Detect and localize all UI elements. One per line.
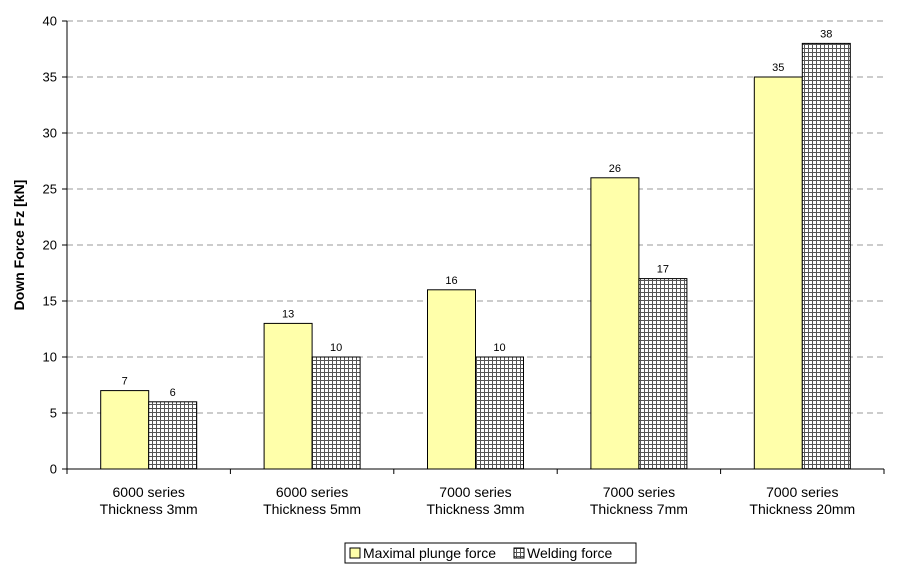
y-tick-label: 20 [43,238,57,253]
y-tick-label: 25 [43,182,57,197]
bar-welding-force [638,278,688,470]
y-tick-label: 35 [43,70,57,85]
bar-maximal-plunge-force [427,289,476,470]
bar-maximal-plunge-force [590,177,640,470]
bar-maximal-plunge-force [753,76,803,470]
data-label: 10 [330,342,342,354]
legend-label-maximal-plunge-force: Maximal plunge force [363,545,496,561]
data-label: 16 [445,275,457,287]
x-category-label: 6000 series Thickness 5mm [263,484,361,517]
data-label: 26 [609,163,621,175]
data-label: 6 [170,387,176,399]
data-label: 17 [657,264,669,276]
bar-welding-force [801,42,851,470]
data-label: 10 [493,342,505,354]
y-tick-label: 40 [43,14,57,29]
x-category-label: 6000 series Thickness 3mm [100,484,198,517]
y-tick-label: 30 [43,126,57,141]
bar-maximal-plunge-force [263,322,313,470]
y-tick-label: 10 [43,350,57,365]
legend-swatch-maximal-plunge-force [349,547,361,559]
bar-welding-force [475,356,524,470]
y-tick-label: 5 [50,406,57,421]
legend-box [344,542,637,564]
bars [100,42,851,470]
bar-welding-force [311,356,361,470]
legend-swatch-welding-force [513,547,525,559]
gridlines [67,20,884,414]
data-label: 35 [772,62,784,74]
data-label: 38 [820,28,832,40]
legend-label-welding-force: Welding force [527,545,613,561]
bar-welding-force [148,401,198,470]
data-labels: 7 6 13 10 16 10 26 17 35 38 [122,28,833,398]
y-tick-label: 0 [50,462,57,477]
data-label: 13 [282,308,294,320]
y-axis-title: Down Force Fz [kN] [11,180,27,311]
axes: 0 5 10 15 20 25 30 35 40 6000 series Thickness 3mm… [43,14,885,517]
legend: Maximal plunge force Welding force [344,542,637,564]
x-category-label: 7000 series Thickness 7mm [590,484,688,517]
data-label: 7 [122,376,128,388]
x-category-label: 7000 series Thickness 20mm [749,484,855,517]
x-category-label: 7000 series Thickness 3mm [426,484,524,517]
bar-maximal-plunge-force [100,390,150,470]
y-tick-label: 15 [43,294,57,309]
